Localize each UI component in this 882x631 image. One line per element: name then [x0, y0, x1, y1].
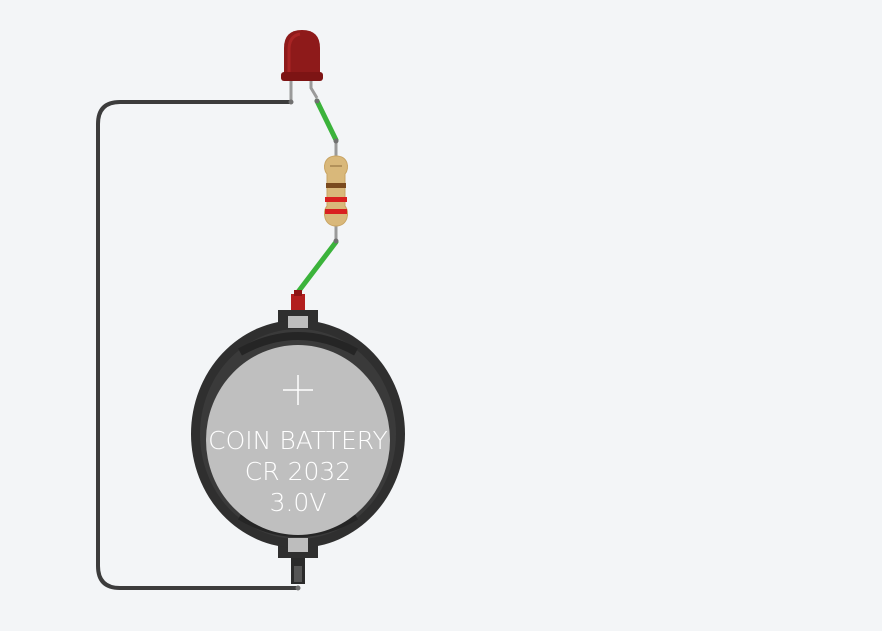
battery-label-line3: 3.0V	[270, 488, 327, 517]
wire-ground-loop[interactable]	[96, 100, 300, 590]
wire-led-to-resistor[interactable]	[314, 98, 339, 143]
resistor-icon[interactable]	[323, 138, 349, 244]
resistor-band-2	[325, 197, 347, 202]
wire-resistor-to-battery[interactable]	[295, 239, 339, 295]
battery-label-line2: CR 2032	[245, 457, 351, 486]
coin-battery-icon[interactable]: COIN BATTERY CR 2032 3.0V	[191, 290, 405, 591]
resistor-band-1	[326, 183, 346, 188]
battery-label-line1: COIN BATTERY	[208, 426, 388, 455]
red-led-icon[interactable]	[281, 30, 323, 105]
resistor-band-3	[325, 209, 347, 214]
